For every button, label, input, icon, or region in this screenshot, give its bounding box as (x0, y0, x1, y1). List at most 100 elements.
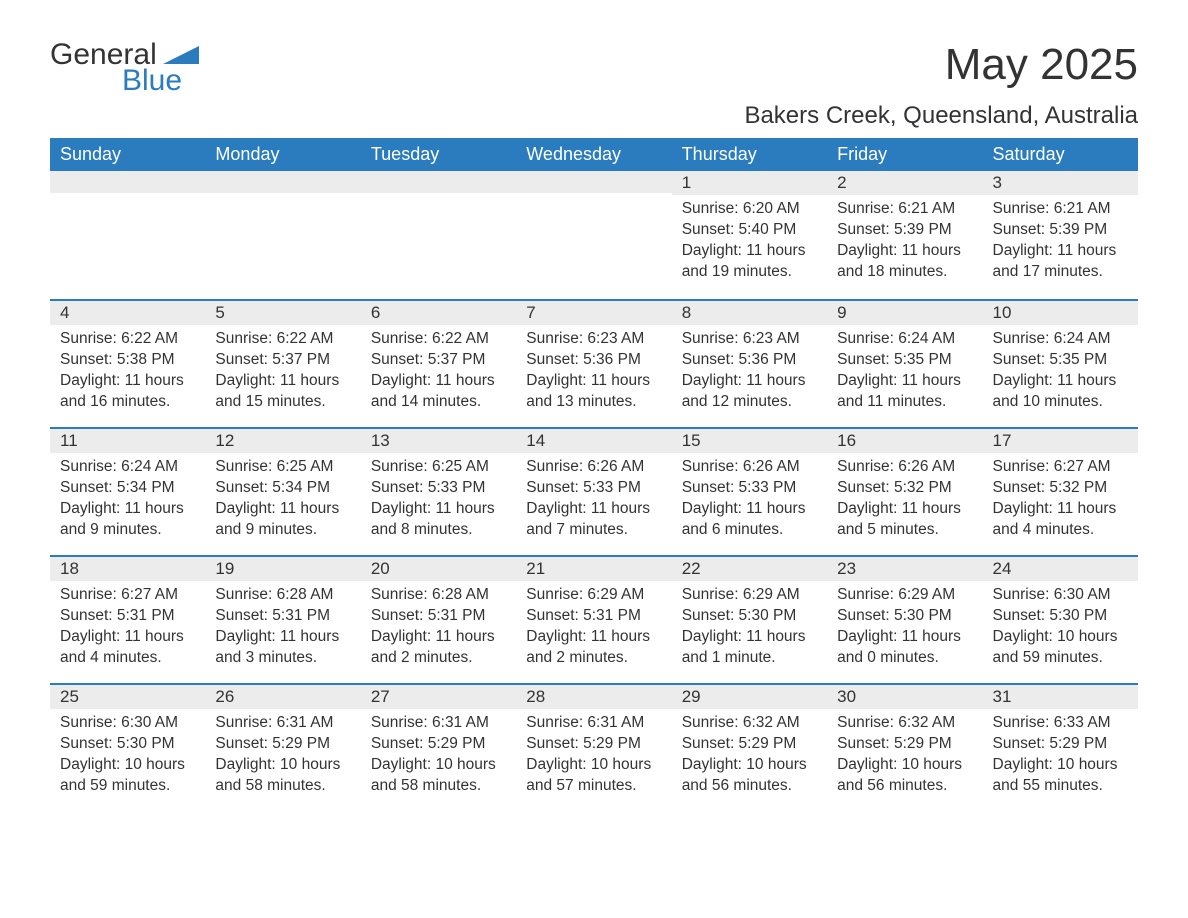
calendar-day-cell: 4Sunrise: 6:22 AMSunset: 5:38 PMDaylight… (50, 299, 205, 427)
daylight-line: Daylight: 11 hours and 11 minutes. (837, 371, 972, 413)
day-number (205, 171, 360, 193)
sunset-line: Sunset: 5:38 PM (60, 350, 195, 371)
sunrise-line: Sunrise: 6:23 AM (682, 329, 817, 350)
day-details: Sunrise: 6:22 AMSunset: 5:37 PMDaylight:… (361, 325, 516, 421)
sunrise-line: Sunrise: 6:31 AM (371, 713, 506, 734)
sunrise-line: Sunrise: 6:24 AM (837, 329, 972, 350)
day-number: 7 (516, 299, 671, 325)
title-block: May 2025 Bakers Creek, Queensland, Austr… (744, 40, 1138, 130)
day-number: 23 (827, 555, 982, 581)
sunset-line: Sunset: 5:29 PM (526, 734, 661, 755)
calendar-empty-cell (205, 171, 360, 299)
weekday-header: Friday (827, 138, 982, 171)
sunrise-line: Sunrise: 6:27 AM (60, 585, 195, 606)
calendar-body: 1Sunrise: 6:20 AMSunset: 5:40 PMDaylight… (50, 171, 1138, 811)
sunset-line: Sunset: 5:37 PM (371, 350, 506, 371)
calendar-day-cell: 24Sunrise: 6:30 AMSunset: 5:30 PMDayligh… (983, 555, 1138, 683)
sunset-line: Sunset: 5:29 PM (837, 734, 972, 755)
day-details: Sunrise: 6:26 AMSunset: 5:33 PMDaylight:… (516, 453, 671, 549)
day-details: Sunrise: 6:29 AMSunset: 5:30 PMDaylight:… (827, 581, 982, 677)
calendar-table: SundayMondayTuesdayWednesdayThursdayFrid… (50, 138, 1138, 811)
calendar-day-cell: 21Sunrise: 6:29 AMSunset: 5:31 PMDayligh… (516, 555, 671, 683)
calendar-day-cell: 8Sunrise: 6:23 AMSunset: 5:36 PMDaylight… (672, 299, 827, 427)
day-number: 10 (983, 299, 1138, 325)
calendar-day-cell: 6Sunrise: 6:22 AMSunset: 5:37 PMDaylight… (361, 299, 516, 427)
day-details: Sunrise: 6:22 AMSunset: 5:37 PMDaylight:… (205, 325, 360, 421)
day-details: Sunrise: 6:31 AMSunset: 5:29 PMDaylight:… (361, 709, 516, 805)
day-details: Sunrise: 6:24 AMSunset: 5:35 PMDaylight:… (827, 325, 982, 421)
day-details: Sunrise: 6:26 AMSunset: 5:33 PMDaylight:… (672, 453, 827, 549)
sunset-line: Sunset: 5:32 PM (993, 478, 1128, 499)
sunrise-line: Sunrise: 6:23 AM (526, 329, 661, 350)
day-details: Sunrise: 6:22 AMSunset: 5:38 PMDaylight:… (50, 325, 205, 421)
location-text: Bakers Creek, Queensland, Australia (744, 102, 1138, 130)
sunset-line: Sunset: 5:31 PM (60, 606, 195, 627)
day-number (516, 171, 671, 193)
sunset-line: Sunset: 5:30 PM (837, 606, 972, 627)
calendar-day-cell: 5Sunrise: 6:22 AMSunset: 5:37 PMDaylight… (205, 299, 360, 427)
daylight-line: Daylight: 11 hours and 12 minutes. (682, 371, 817, 413)
day-details: Sunrise: 6:23 AMSunset: 5:36 PMDaylight:… (672, 325, 827, 421)
day-number: 24 (983, 555, 1138, 581)
daylight-line: Daylight: 11 hours and 9 minutes. (60, 499, 195, 541)
day-details: Sunrise: 6:33 AMSunset: 5:29 PMDaylight:… (983, 709, 1138, 805)
sunrise-line: Sunrise: 6:26 AM (526, 457, 661, 478)
day-number: 28 (516, 683, 671, 709)
day-details: Sunrise: 6:32 AMSunset: 5:29 PMDaylight:… (827, 709, 982, 805)
day-details: Sunrise: 6:20 AMSunset: 5:40 PMDaylight:… (672, 195, 827, 291)
day-number: 3 (983, 171, 1138, 195)
day-details: Sunrise: 6:25 AMSunset: 5:34 PMDaylight:… (205, 453, 360, 549)
calendar-day-cell: 19Sunrise: 6:28 AMSunset: 5:31 PMDayligh… (205, 555, 360, 683)
calendar-day-cell: 14Sunrise: 6:26 AMSunset: 5:33 PMDayligh… (516, 427, 671, 555)
daylight-line: Daylight: 11 hours and 10 minutes. (993, 371, 1128, 413)
calendar-day-cell: 7Sunrise: 6:23 AMSunset: 5:36 PMDaylight… (516, 299, 671, 427)
day-number: 9 (827, 299, 982, 325)
day-number: 29 (672, 683, 827, 709)
sunrise-line: Sunrise: 6:33 AM (993, 713, 1128, 734)
sunrise-line: Sunrise: 6:31 AM (526, 713, 661, 734)
sunrise-line: Sunrise: 6:31 AM (215, 713, 350, 734)
day-details: Sunrise: 6:29 AMSunset: 5:30 PMDaylight:… (672, 581, 827, 677)
day-number: 26 (205, 683, 360, 709)
sunset-line: Sunset: 5:39 PM (837, 220, 972, 241)
daylight-line: Daylight: 11 hours and 5 minutes. (837, 499, 972, 541)
daylight-line: Daylight: 11 hours and 14 minutes. (371, 371, 506, 413)
sunrise-line: Sunrise: 6:29 AM (526, 585, 661, 606)
day-details (516, 193, 671, 273)
daylight-line: Daylight: 11 hours and 3 minutes. (215, 627, 350, 669)
sunrise-line: Sunrise: 6:30 AM (60, 713, 195, 734)
calendar-empty-cell (361, 171, 516, 299)
calendar-day-cell: 25Sunrise: 6:30 AMSunset: 5:30 PMDayligh… (50, 683, 205, 811)
day-number: 13 (361, 427, 516, 453)
day-number: 8 (672, 299, 827, 325)
calendar-day-cell: 31Sunrise: 6:33 AMSunset: 5:29 PMDayligh… (983, 683, 1138, 811)
calendar-day-cell: 3Sunrise: 6:21 AMSunset: 5:39 PMDaylight… (983, 171, 1138, 299)
sunrise-line: Sunrise: 6:32 AM (682, 713, 817, 734)
weekday-header: Wednesday (516, 138, 671, 171)
day-number: 5 (205, 299, 360, 325)
weekday-header: Sunday (50, 138, 205, 171)
daylight-line: Daylight: 11 hours and 4 minutes. (60, 627, 195, 669)
sunrise-line: Sunrise: 6:25 AM (215, 457, 350, 478)
daylight-line: Daylight: 10 hours and 55 minutes. (993, 755, 1128, 797)
sunrise-line: Sunrise: 6:21 AM (837, 199, 972, 220)
sunset-line: Sunset: 5:35 PM (837, 350, 972, 371)
day-number: 2 (827, 171, 982, 195)
day-number: 31 (983, 683, 1138, 709)
day-number: 6 (361, 299, 516, 325)
daylight-line: Daylight: 11 hours and 19 minutes. (682, 241, 817, 283)
day-details: Sunrise: 6:24 AMSunset: 5:35 PMDaylight:… (983, 325, 1138, 421)
day-number: 16 (827, 427, 982, 453)
sunrise-line: Sunrise: 6:30 AM (993, 585, 1128, 606)
calendar-day-cell: 26Sunrise: 6:31 AMSunset: 5:29 PMDayligh… (205, 683, 360, 811)
sunset-line: Sunset: 5:34 PM (60, 478, 195, 499)
sunset-line: Sunset: 5:30 PM (682, 606, 817, 627)
sunrise-line: Sunrise: 6:24 AM (60, 457, 195, 478)
sunset-line: Sunset: 5:33 PM (526, 478, 661, 499)
daylight-line: Daylight: 11 hours and 2 minutes. (371, 627, 506, 669)
month-title: May 2025 (744, 40, 1138, 90)
sunrise-line: Sunrise: 6:32 AM (837, 713, 972, 734)
daylight-line: Daylight: 11 hours and 13 minutes. (526, 371, 661, 413)
calendar-day-cell: 1Sunrise: 6:20 AMSunset: 5:40 PMDaylight… (672, 171, 827, 299)
day-number: 27 (361, 683, 516, 709)
